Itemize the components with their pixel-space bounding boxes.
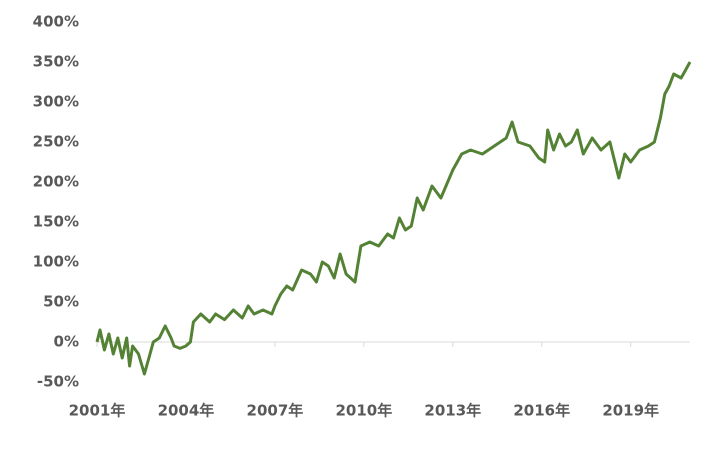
x-tick-label: 2007年	[247, 402, 304, 420]
x-tick-label: 2019年	[602, 402, 659, 420]
data-line	[95, 61, 692, 376]
y-tick-label: 50%	[43, 293, 79, 311]
y-tick-label: 300%	[33, 93, 79, 111]
y-tick-label: 250%	[33, 133, 79, 151]
x-tick-label: 2016年	[513, 402, 570, 420]
y-tick-label: 0%	[54, 333, 79, 351]
y-tick-label: 200%	[33, 173, 79, 191]
y-tick-label: -50%	[37, 373, 79, 391]
y-tick-label: 150%	[33, 213, 79, 231]
x-tick-label: 2001年	[69, 402, 126, 420]
y-tick-label: 100%	[33, 253, 79, 271]
x-tick-label: 2013年	[424, 402, 481, 420]
x-tick-label: 2004年	[158, 402, 215, 420]
y-tick-label: 400%	[33, 13, 79, 31]
y-tick-label: 350%	[33, 53, 79, 71]
x-tick-label: 2010年	[335, 402, 392, 420]
